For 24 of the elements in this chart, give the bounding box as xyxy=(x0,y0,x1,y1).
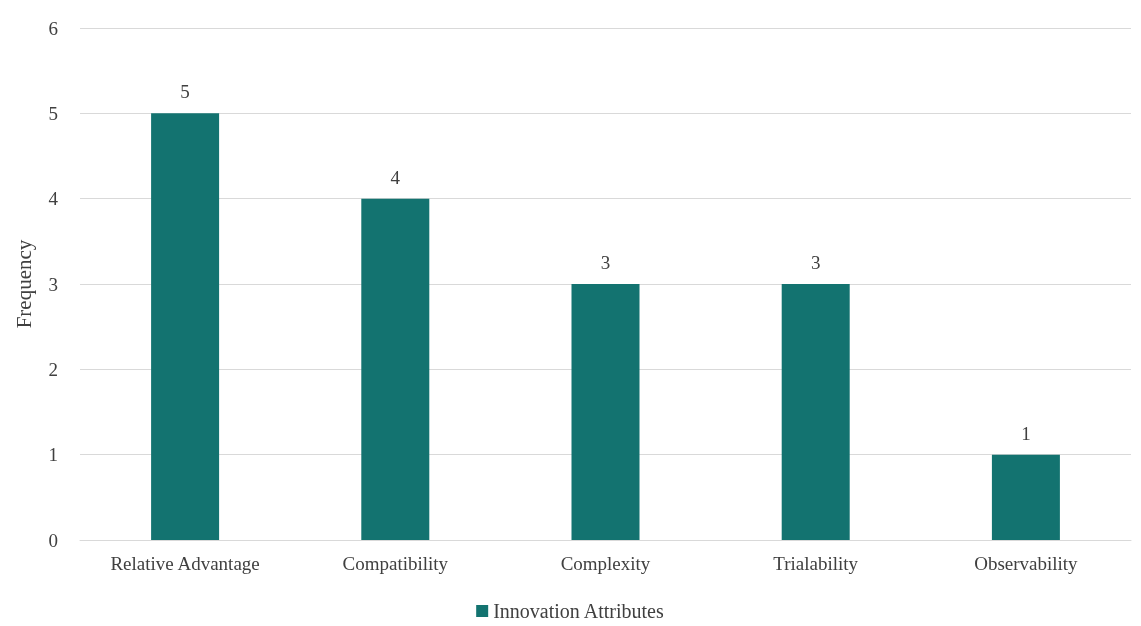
bar xyxy=(151,113,220,540)
y-tick-label: 3 xyxy=(48,273,58,295)
legend-label: Innovation Attributes xyxy=(493,600,664,622)
bar xyxy=(361,198,430,540)
bar xyxy=(781,284,850,540)
y-axis-title: Frequency xyxy=(11,239,36,329)
y-tick-label: 4 xyxy=(48,188,59,210)
data-label: 3 xyxy=(810,252,821,273)
y-tick-label: 2 xyxy=(48,358,58,380)
x-tick-label: Observability xyxy=(974,553,1079,574)
data-label: 1 xyxy=(1021,422,1031,444)
x-tick-label: Compatibility xyxy=(342,553,449,574)
data-label: 5 xyxy=(180,81,190,103)
x-tick-label: Trialability xyxy=(773,553,859,574)
data-label: 4 xyxy=(390,166,401,188)
x-tick-label: Relative Advantage xyxy=(110,553,260,574)
y-tick-label: 0 xyxy=(48,529,58,551)
y-tick-label: 1 xyxy=(48,444,58,466)
data-label: 3 xyxy=(600,252,611,273)
x-tick-label: Complexity xyxy=(560,553,651,574)
y-tick-label: 5 xyxy=(48,102,58,124)
bar xyxy=(991,454,1060,540)
bar xyxy=(571,284,640,540)
y-tick-label: 6 xyxy=(48,17,58,39)
